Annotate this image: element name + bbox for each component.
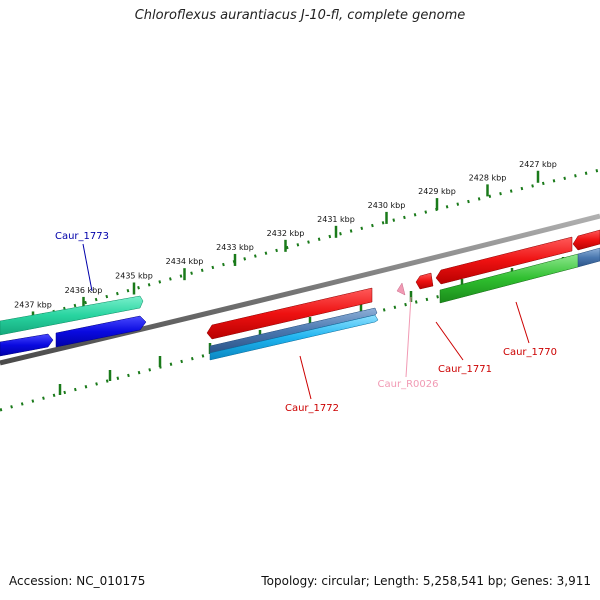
ruler-tick-label: 2432 kbp bbox=[267, 229, 305, 238]
ruler-tick-label: 2428 kbp bbox=[469, 173, 507, 182]
ruler-tick-label: 2435 kbp bbox=[115, 271, 153, 280]
ruler-tick-label: 2437 kbp bbox=[14, 300, 52, 309]
gene-arrow-blue-1[interactable] bbox=[0, 333, 54, 357]
ruler-tick-label: 2431 kbp bbox=[317, 215, 355, 224]
leader-caur-1772 bbox=[299, 355, 312, 400]
gene-arrow-red-right[interactable] bbox=[572, 229, 600, 251]
gene-bar-steel[interactable] bbox=[209, 307, 378, 354]
label-caur-r0026[interactable]: Caur_R0026 bbox=[378, 379, 439, 390]
ruler-tick-label: 2427 kbp bbox=[519, 160, 557, 169]
leader-caur-1773 bbox=[82, 243, 93, 292]
leader-caur-r0026 bbox=[405, 296, 412, 378]
ruler-tick-label: 2430 kbp bbox=[368, 201, 406, 210]
leader-caur-1770 bbox=[515, 301, 530, 344]
label-caur-1770[interactable]: Caur_1770 bbox=[503, 347, 557, 358]
gene-arrow-caur-1772[interactable] bbox=[206, 287, 373, 340]
map-title: Chloroflexus aurantiacus J-10-fl, comple… bbox=[134, 8, 466, 23]
gene-arrow-blue-2[interactable] bbox=[55, 315, 147, 348]
accession-text: Accession: NC_010175 bbox=[9, 574, 146, 588]
gene-bar-sky[interactable] bbox=[209, 314, 379, 361]
leader-caur-1771 bbox=[435, 321, 464, 361]
gene-arrow-caur-1771[interactable] bbox=[415, 272, 434, 290]
ruler-tick-label: 2429 kbp bbox=[418, 187, 456, 196]
trna-caur-r0026[interactable] bbox=[396, 282, 406, 296]
ruler-tick-label: 2434 kbp bbox=[166, 257, 204, 266]
label-caur-1771[interactable]: Caur_1771 bbox=[438, 364, 492, 375]
label-caur-1772[interactable]: Caur_1772 bbox=[285, 403, 339, 414]
ruler-tick-label: 2436 kbp bbox=[65, 286, 103, 295]
gene-bar-teal-1[interactable] bbox=[0, 295, 144, 336]
gene-bar-steel-right[interactable] bbox=[577, 247, 600, 268]
ruler-arc-upper bbox=[0, 168, 600, 329]
ruler-ticks: 2427 kbp 2428 kbp 2429 kbp 2430 kbp 2431 kbp… bbox=[14, 160, 557, 324]
label-caur-1773[interactable]: Caur_1773 bbox=[55, 231, 109, 242]
genome-summary-text: Topology: circular; Length: 5,258,541 bp… bbox=[261, 574, 591, 588]
genome-backbone bbox=[0, 213, 600, 366]
ruler-tick-label: 2433 kbp bbox=[216, 243, 254, 252]
gene-arrow-caur-1770[interactable] bbox=[435, 236, 573, 285]
